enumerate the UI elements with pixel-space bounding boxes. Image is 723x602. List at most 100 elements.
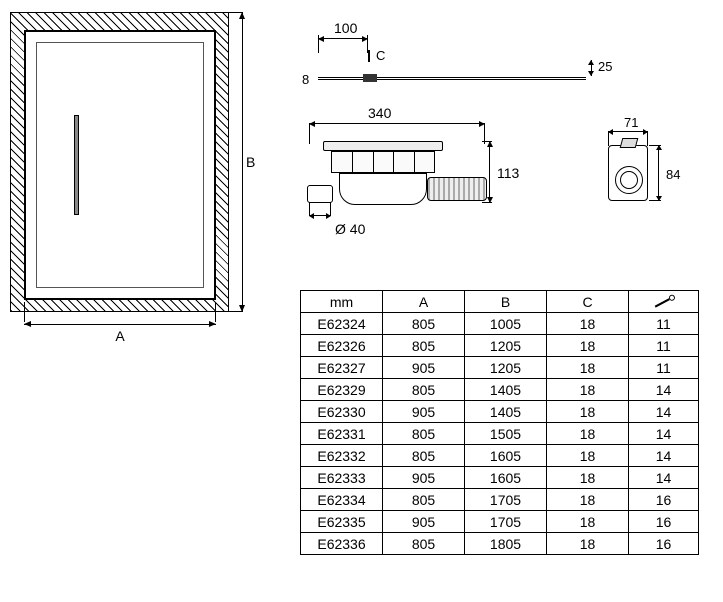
dimension-b: B — [234, 12, 260, 312]
cell-screw: 16 — [629, 489, 699, 511]
cell-A: 805 — [383, 379, 465, 401]
cell-A: 905 — [383, 467, 465, 489]
header-b: B — [465, 291, 547, 313]
table-row: E6233390516051814 — [301, 467, 699, 489]
drain-trap-body — [309, 141, 485, 203]
dim-100-label: 100 — [334, 20, 357, 36]
cell-C: 18 — [547, 467, 629, 489]
cell-B: 1205 — [465, 357, 547, 379]
cell-model: E62329 — [301, 379, 383, 401]
dim-c-arrow — [368, 50, 370, 62]
cell-screw: 14 — [629, 467, 699, 489]
cell-C: 18 — [547, 533, 629, 555]
cell-model: E62333 — [301, 467, 383, 489]
cell-model: E62330 — [301, 401, 383, 423]
header-screw — [629, 291, 699, 313]
cell-screw: 16 — [629, 511, 699, 533]
cell-A: 805 — [383, 335, 465, 357]
cell-A: 805 — [383, 489, 465, 511]
end-view: 71 84 — [600, 115, 710, 235]
table-row: E6233180515051814 — [301, 423, 699, 445]
dim-84-line — [658, 145, 659, 201]
dim-113-label: 113 — [497, 165, 519, 181]
cell-C: 18 — [547, 423, 629, 445]
tray-profile — [318, 74, 586, 82]
dim-25-label: 25 — [598, 59, 612, 74]
cell-A: 905 — [383, 357, 465, 379]
cell-B: 1705 — [465, 489, 547, 511]
cell-C: 18 — [547, 335, 629, 357]
cell-model: E62332 — [301, 445, 383, 467]
cell-model: E62334 — [301, 489, 383, 511]
dimensions-table: mm A B C E6232480510051811E6232680512051… — [300, 290, 699, 555]
dim-71-line — [608, 131, 648, 132]
cell-C: 18 — [547, 313, 629, 335]
cell-A: 805 — [383, 533, 465, 555]
dim-340-line — [309, 123, 485, 124]
header-c: C — [547, 291, 629, 313]
tray-outline — [24, 30, 216, 300]
cell-B: 1505 — [465, 423, 547, 445]
cell-screw: 14 — [629, 445, 699, 467]
cell-A: 905 — [383, 511, 465, 533]
cell-model: E62336 — [301, 533, 383, 555]
cell-B: 1605 — [465, 445, 547, 467]
dim-113-line — [489, 141, 490, 203]
cell-model: E62331 — [301, 423, 383, 445]
cell-screw: 16 — [629, 533, 699, 555]
header-mm: mm — [301, 291, 383, 313]
cell-screw: 11 — [629, 357, 699, 379]
table-row: E6232480510051811 — [301, 313, 699, 335]
dim-40-label: Ø 40 — [335, 221, 365, 237]
table-row: E6233480517051816 — [301, 489, 699, 511]
cell-B: 1605 — [465, 467, 547, 489]
cell-screw: 14 — [629, 401, 699, 423]
section-top-view: 100 C 8 25 — [300, 20, 610, 90]
drain-trap-view: 340 113 Ø 40 — [303, 105, 553, 245]
cell-A: 905 — [383, 401, 465, 423]
cell-B: 1405 — [465, 379, 547, 401]
dimension-a: A — [24, 320, 216, 350]
cell-C: 18 — [547, 511, 629, 533]
cell-model: E62326 — [301, 335, 383, 357]
table-row: E6233280516051814 — [301, 445, 699, 467]
cell-screw: 11 — [629, 313, 699, 335]
table-row: E6233680518051816 — [301, 533, 699, 555]
cell-screw: 14 — [629, 423, 699, 445]
cell-A: 805 — [383, 445, 465, 467]
table-row: E6232790512051811 — [301, 357, 699, 379]
screw-icon — [651, 291, 677, 311]
cell-B: 1205 — [465, 335, 547, 357]
dim-100-line — [318, 38, 368, 39]
table-row: E6232980514051814 — [301, 379, 699, 401]
dim-71-label: 71 — [624, 115, 638, 130]
cell-C: 18 — [547, 489, 629, 511]
dim-40-line — [309, 215, 331, 216]
drain-slot — [74, 115, 79, 215]
cell-B: 1005 — [465, 313, 547, 335]
cell-model: E62324 — [301, 313, 383, 335]
dimension-b-label: B — [246, 154, 255, 170]
dim-84-label: 84 — [666, 167, 680, 182]
cell-screw: 14 — [629, 379, 699, 401]
cell-C: 18 — [547, 357, 629, 379]
cell-C: 18 — [547, 445, 629, 467]
cell-screw: 11 — [629, 335, 699, 357]
cell-A: 805 — [383, 423, 465, 445]
dim-c-label: C — [376, 48, 385, 63]
cell-B: 1705 — [465, 511, 547, 533]
dimension-a-label: A — [115, 328, 124, 344]
cell-B: 1405 — [465, 401, 547, 423]
dim-340-label: 340 — [368, 105, 391, 121]
tray-inner — [36, 42, 204, 288]
plan-view: B A — [10, 12, 255, 352]
cell-C: 18 — [547, 379, 629, 401]
dim-8-label: 8 — [302, 72, 309, 87]
end-view-body — [608, 145, 648, 201]
cell-A: 805 — [383, 313, 465, 335]
table-row: E6233590517051816 — [301, 511, 699, 533]
cell-C: 18 — [547, 401, 629, 423]
table-row: E6233090514051814 — [301, 401, 699, 423]
cell-model: E62335 — [301, 511, 383, 533]
cell-model: E62327 — [301, 357, 383, 379]
